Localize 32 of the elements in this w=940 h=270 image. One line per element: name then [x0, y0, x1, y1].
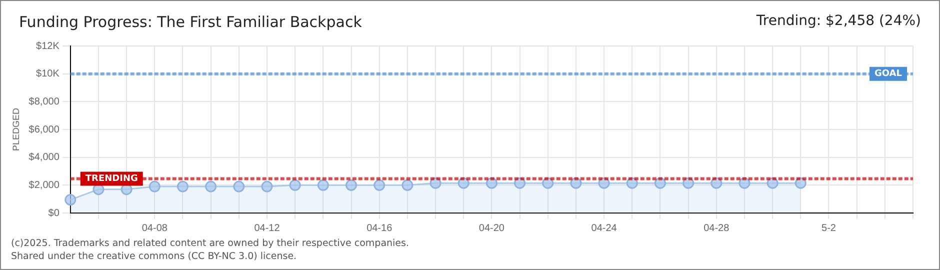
x-tick-label: 04-24: [591, 222, 618, 234]
y-tick-label: $6,000: [28, 124, 60, 136]
chart-title: Funding Progress: The First Familiar Backpack: [19, 13, 362, 31]
point: [261, 180, 273, 192]
text: Trending: $2,458 (24%): [756, 13, 921, 29]
point: [289, 179, 301, 191]
x-tick-label: 04-20: [478, 222, 505, 234]
ref-line-label: TRENDING: [85, 174, 138, 184]
y-axis-title: PLEDGED: [10, 107, 21, 152]
x-tick-label: 04-12: [254, 222, 280, 234]
x-tick-label: 5-2: [822, 222, 836, 234]
point: [317, 179, 329, 191]
y-tick-label: $12K: [36, 40, 60, 52]
x-tick-label: 04-16: [366, 222, 393, 234]
point: [346, 179, 358, 191]
y-tick-label: $8,000: [28, 96, 60, 108]
point: [176, 180, 188, 192]
ref-line-label: GOAL: [874, 69, 902, 80]
point: [148, 180, 160, 192]
point: [402, 179, 414, 191]
y-tick-label: $0: [48, 208, 60, 219]
y-tick-label: $10K: [36, 68, 60, 80]
y-tick-label: $4,000: [28, 152, 60, 164]
x-tick-label: 04-28: [704, 222, 730, 234]
y-tick-label: $2,000: [28, 180, 60, 191]
x-tick-label: 04-08: [142, 222, 168, 234]
point: [233, 180, 245, 192]
point: [205, 180, 217, 192]
text: (c)2025. Trademarks and related content are owned by their respective companies.: [11, 238, 409, 249]
text: Shared under the creative commons (CC BY-NC 3.0) license.: [11, 251, 297, 262]
point: [64, 194, 76, 206]
point: [374, 179, 386, 191]
